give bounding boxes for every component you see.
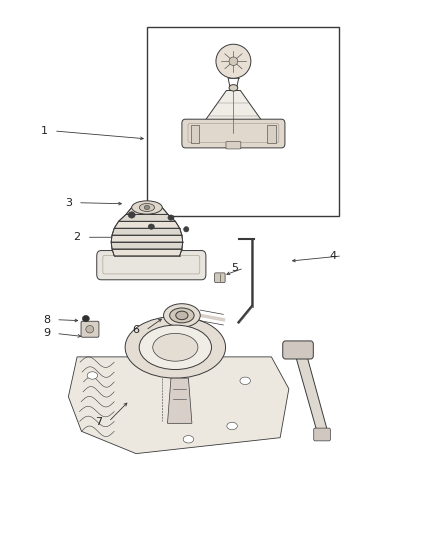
Text: 5: 5 [231,263,238,273]
Polygon shape [111,235,183,242]
FancyBboxPatch shape [97,251,206,280]
Ellipse shape [145,205,150,209]
Text: 8: 8 [43,314,50,325]
Polygon shape [112,228,182,235]
FancyBboxPatch shape [314,428,330,441]
Ellipse shape [183,435,194,443]
Polygon shape [167,378,192,423]
Ellipse shape [148,224,154,229]
FancyBboxPatch shape [81,321,99,337]
Ellipse shape [153,334,198,361]
Text: 6: 6 [133,325,140,335]
Ellipse shape [128,212,135,218]
Ellipse shape [139,204,155,212]
Ellipse shape [132,201,162,214]
FancyBboxPatch shape [182,119,285,148]
Ellipse shape [125,317,226,378]
Polygon shape [119,214,175,221]
Ellipse shape [176,311,188,320]
Polygon shape [112,249,182,256]
Ellipse shape [216,44,251,78]
Ellipse shape [86,326,94,333]
Bar [147,27,339,216]
Text: 7: 7 [95,417,102,427]
Polygon shape [126,207,168,214]
Ellipse shape [170,308,194,323]
Ellipse shape [168,215,174,220]
Ellipse shape [163,304,200,327]
Polygon shape [287,351,327,434]
Bar [191,125,199,143]
Polygon shape [114,221,180,228]
Text: 3: 3 [65,198,72,208]
Polygon shape [68,357,289,454]
FancyBboxPatch shape [283,341,313,359]
Polygon shape [111,242,183,249]
Ellipse shape [227,422,237,430]
Ellipse shape [87,372,98,379]
Text: 4: 4 [329,251,336,261]
FancyBboxPatch shape [226,142,241,149]
Ellipse shape [229,85,238,91]
Ellipse shape [229,57,238,66]
Ellipse shape [240,377,251,384]
Ellipse shape [139,325,212,369]
Bar [268,125,276,143]
Text: 1: 1 [41,126,48,136]
Polygon shape [196,91,271,133]
FancyBboxPatch shape [215,273,225,282]
Ellipse shape [184,227,189,232]
Text: 2: 2 [74,232,81,243]
Ellipse shape [82,316,89,322]
Text: 9: 9 [43,328,50,338]
